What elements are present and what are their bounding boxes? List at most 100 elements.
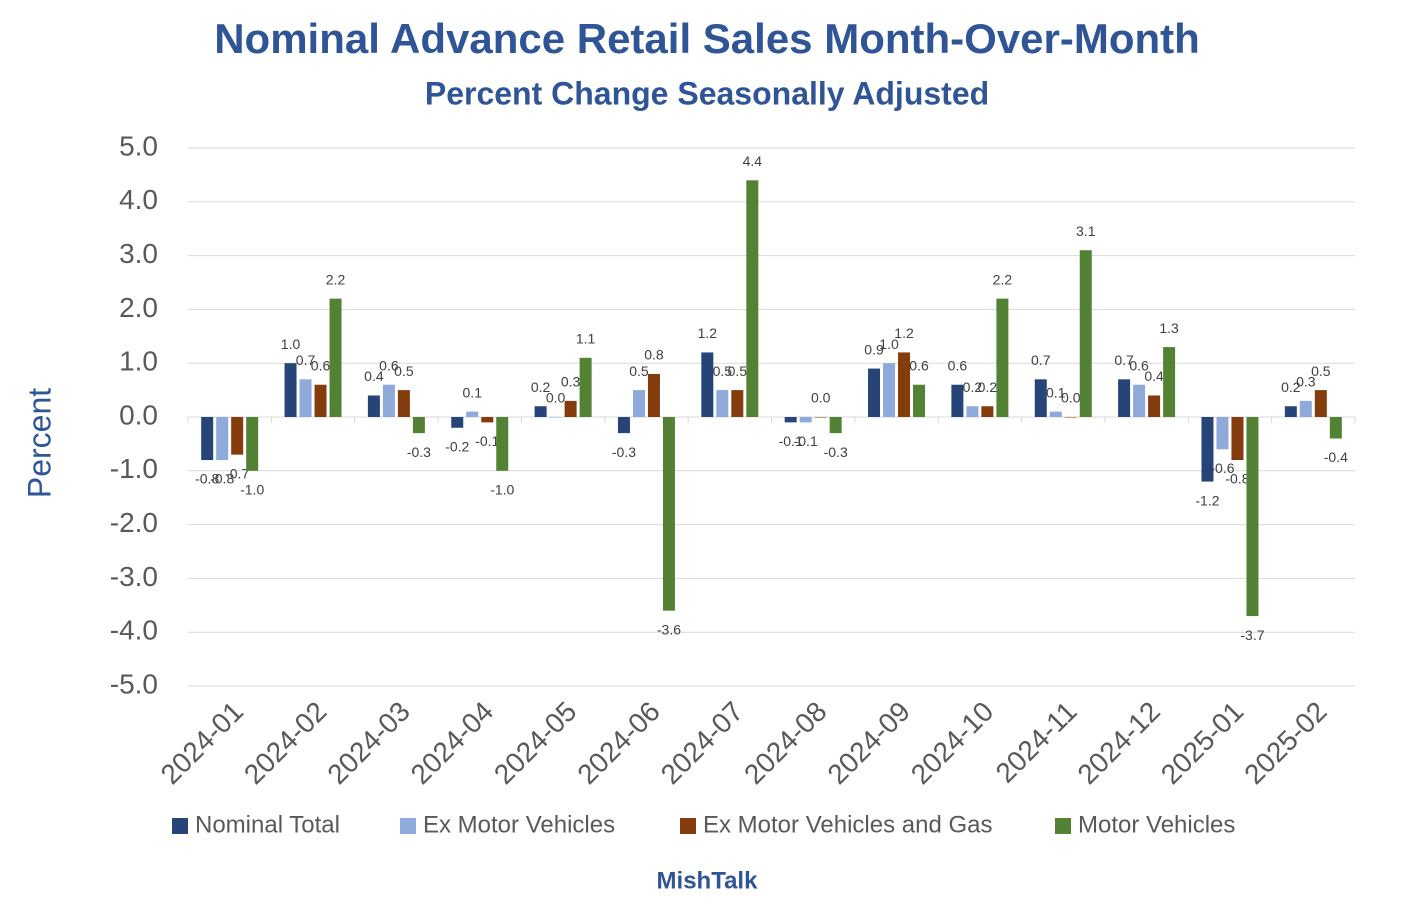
data-label: 0.9 [864,341,884,357]
y-tick-label: 2.0 [119,292,158,323]
legend-label: Ex Motor Vehicles and Gas [703,811,992,838]
bar [966,406,979,417]
data-label: 0.2 [978,379,998,395]
data-label: 0.1 [463,384,483,400]
data-label: -1.2 [1195,492,1219,508]
bar [996,298,1009,417]
y-tick-label: 1.0 [119,346,158,377]
bar [913,384,926,417]
bar [496,417,509,471]
data-label: 1.0 [281,336,301,352]
data-label: -0.3 [612,444,636,460]
bar [1079,250,1092,417]
data-label: -0.1 [779,433,803,449]
bar [829,417,842,434]
data-label: -0.2 [445,438,469,454]
bar [1163,347,1176,417]
bar [647,373,660,417]
legend-swatch [1055,818,1071,834]
data-label: 0.6 [948,357,968,373]
data-label: 0.5 [713,363,733,379]
y-axis-label: Percent [21,388,57,498]
chart-title: Nominal Advance Retail Sales Month-Over-… [214,15,1200,62]
source: MishTalk [657,867,759,894]
data-label: -0.8 [210,471,234,487]
data-label: 0.6 [311,357,331,373]
legend-swatch [172,818,188,834]
bar [898,352,911,417]
y-tick-label: -5.0 [110,668,158,699]
bar [201,417,214,461]
data-label: 0.0 [546,390,566,406]
data-label: -1.0 [240,482,264,498]
bar [397,390,410,417]
bar [632,390,645,417]
y-tick-label: 0.0 [119,399,158,430]
bar [1299,400,1312,417]
data-label: -3.6 [657,621,681,637]
data-label: 0.0 [1061,390,1081,406]
data-label: 0.5 [394,363,414,379]
bar [579,357,592,417]
data-label: 0.7 [1031,352,1051,368]
bar [231,417,244,455]
legend-label: Nominal Total [195,811,340,838]
bar [1201,417,1214,482]
bar [701,352,714,417]
data-label: -0.3 [824,444,848,460]
bar [1216,417,1229,450]
bar [1064,417,1077,418]
data-label: 0.4 [1144,368,1164,384]
bar [299,379,312,417]
data-label: 0.5 [629,363,649,379]
data-label: -0.1 [475,433,499,449]
bar [466,411,479,417]
bar [1329,417,1342,439]
bar [784,417,797,423]
bar [981,406,994,417]
data-label: 0.7 [1114,352,1134,368]
bar [746,180,759,417]
bar [1034,379,1047,417]
data-label: 1.0 [879,336,899,352]
data-label: 4.4 [743,153,763,169]
data-label: -0.4 [1324,449,1348,465]
data-label: 0.1 [1046,384,1066,400]
legend-swatch [680,818,696,834]
data-label: -0.7 [225,465,249,481]
data-label: 0.4 [364,368,384,384]
data-label: 0.5 [728,363,748,379]
bar [1246,417,1259,617]
bar [662,417,675,611]
data-label: 0.0 [811,390,831,406]
data-label: 0.2 [531,379,551,395]
bar [1049,411,1062,417]
legend-label: Motor Vehicles [1078,811,1235,838]
bar [549,417,562,418]
data-label: 0.6 [379,357,399,373]
bar [367,395,380,417]
data-label: -3.7 [1240,627,1264,643]
data-label: 0.3 [561,374,581,390]
bar [314,384,327,417]
y-tick-label: 3.0 [119,238,158,269]
bar [1148,395,1161,417]
bar [382,384,395,417]
bar [451,417,464,428]
data-label: 2.2 [326,271,346,287]
y-tick-label: -2.0 [110,507,158,538]
data-label: -0.8 [1225,471,1249,487]
data-label: -0.1 [794,433,818,449]
data-label: 0.7 [296,352,316,368]
bar [951,384,964,417]
bar [868,368,881,417]
bar [731,390,744,417]
bar [481,417,494,423]
bar [216,417,229,461]
bar [1133,384,1146,417]
y-tick-label: 4.0 [119,184,158,215]
chart-subtitle: Percent Change Seasonally Adjusted [425,75,989,111]
data-label: -0.3 [407,444,431,460]
data-label: 0.5 [1311,363,1331,379]
